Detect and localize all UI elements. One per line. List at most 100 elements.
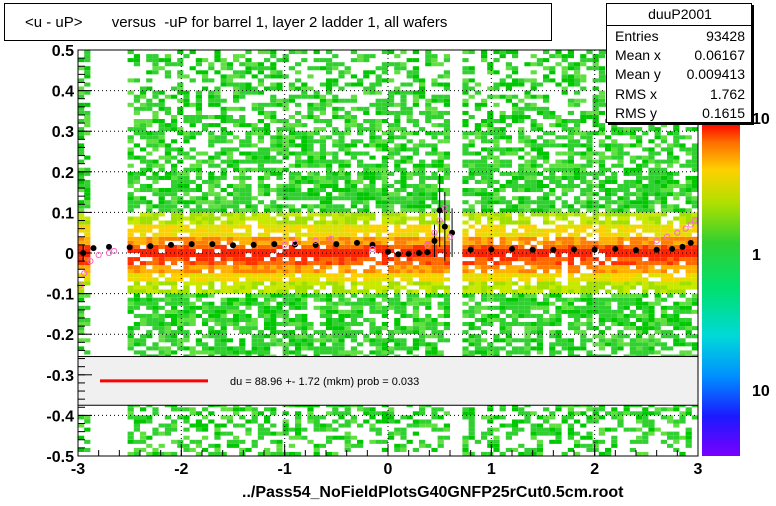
heatmap-cell: [313, 155, 320, 160]
heatmap-cell: [220, 78, 227, 83]
heatmap-cell: [276, 220, 283, 225]
heatmap-cell: [158, 196, 165, 201]
heatmap-cell: [425, 342, 432, 347]
heatmap-cell: [375, 236, 382, 241]
heatmap-cell: [375, 78, 382, 83]
heatmap-cell: [605, 313, 612, 318]
heatmap-cell: [412, 313, 419, 318]
heatmap-cell: [251, 297, 258, 302]
heatmap-cell: [400, 131, 407, 136]
heatmap-cell: [233, 208, 240, 213]
heatmap-cell: [493, 102, 500, 107]
heatmap-cell: [264, 155, 271, 160]
heatmap-cell: [295, 184, 302, 189]
heatmap-cell: [474, 338, 481, 343]
heatmap-cell: [164, 301, 171, 306]
heatmap-cell: [400, 98, 407, 103]
heatmap-cell: [586, 224, 593, 229]
heatmap-cell: [481, 313, 488, 318]
heatmap-cell: [78, 240, 85, 245]
heatmap-cell: [257, 431, 264, 436]
heatmap-cell: [462, 192, 469, 197]
heatmap-cell: [381, 155, 388, 160]
heatmap-cell: [431, 175, 438, 180]
heatmap-cell: [307, 175, 314, 180]
heatmap-cell: [363, 301, 370, 306]
heatmap-cell: [251, 212, 258, 217]
heatmap-cell: [468, 285, 475, 290]
heatmap-cell: [375, 232, 382, 237]
heatmap-cell: [264, 102, 271, 107]
heatmap-cell: [195, 70, 202, 75]
heatmap-cell: [443, 216, 450, 221]
heatmap-cell: [543, 204, 550, 209]
heatmap-cell: [158, 236, 165, 241]
heatmap-cell: [443, 119, 450, 124]
heatmap-cell: [350, 220, 357, 225]
heatmap-cell: [555, 435, 562, 440]
heatmap-cell: [338, 313, 345, 318]
heatmap-cell: [276, 265, 283, 270]
heatmap-cell: [195, 94, 202, 99]
heatmap-cell: [394, 151, 401, 156]
heatmap-cell: [611, 155, 618, 160]
heatmap-cell: [518, 220, 525, 225]
heatmap-cell: [171, 62, 178, 67]
heatmap-cell: [388, 147, 395, 152]
heatmap-cell: [605, 281, 612, 286]
heatmap-cell: [208, 220, 215, 225]
heatmap-cell: [195, 188, 202, 193]
heatmap-cell: [195, 175, 202, 180]
heatmap-cell: [530, 269, 537, 274]
heatmap-cell: [171, 330, 178, 335]
heatmap-cell: [233, 277, 240, 282]
heatmap-cell: [406, 224, 413, 229]
heatmap-cell: [493, 277, 500, 282]
heatmap-cell: [245, 224, 252, 229]
heatmap-cell: [257, 184, 264, 189]
heatmap-cell: [518, 110, 525, 115]
heatmap-cell: [406, 261, 413, 266]
heatmap-cell: [350, 346, 357, 351]
heatmap-cell: [580, 175, 587, 180]
heatmap-cell: [431, 330, 438, 335]
heatmap-cell: [481, 139, 488, 144]
heatmap-cell: [499, 220, 506, 225]
heatmap-cell: [598, 143, 605, 148]
heatmap-cell: [208, 143, 215, 148]
heatmap-cell: [257, 240, 264, 245]
heatmap-cell: [84, 179, 91, 184]
heatmap-cell: [214, 192, 221, 197]
heatmap-cell: [549, 123, 556, 128]
heatmap-cell: [301, 240, 308, 245]
heatmap-cell: [381, 184, 388, 189]
heatmap-cell: [288, 192, 295, 197]
heatmap-cell: [462, 159, 469, 164]
heatmap-cell: [543, 175, 550, 180]
heatmap-cell: [586, 281, 593, 286]
heatmap-cell: [208, 216, 215, 221]
heatmap-cell: [183, 281, 190, 286]
heatmap-cell: [443, 301, 450, 306]
heatmap-cell: [264, 419, 271, 424]
heatmap-cell: [208, 330, 215, 335]
heatmap-cell: [344, 236, 351, 241]
heatmap-cell: [226, 322, 233, 327]
heatmap-cell: [530, 313, 537, 318]
heatmap-cell: [549, 350, 556, 355]
heatmap-cell: [146, 167, 153, 172]
heatmap-cell: [567, 212, 574, 217]
heatmap-cell: [474, 171, 481, 176]
heatmap-cell: [518, 98, 525, 103]
heatmap-cell: [481, 269, 488, 274]
heatmap-cell: [598, 220, 605, 225]
heatmap-cell: [425, 151, 432, 156]
heatmap-cell: [171, 86, 178, 91]
heatmap-cell: [487, 289, 494, 294]
heatmap-cell: [505, 139, 512, 144]
heatmap-cell: [301, 86, 308, 91]
heatmap-cell: [549, 66, 556, 71]
heatmap-cell: [481, 281, 488, 286]
heatmap-cell: [505, 147, 512, 152]
heatmap-cell: [530, 228, 537, 233]
